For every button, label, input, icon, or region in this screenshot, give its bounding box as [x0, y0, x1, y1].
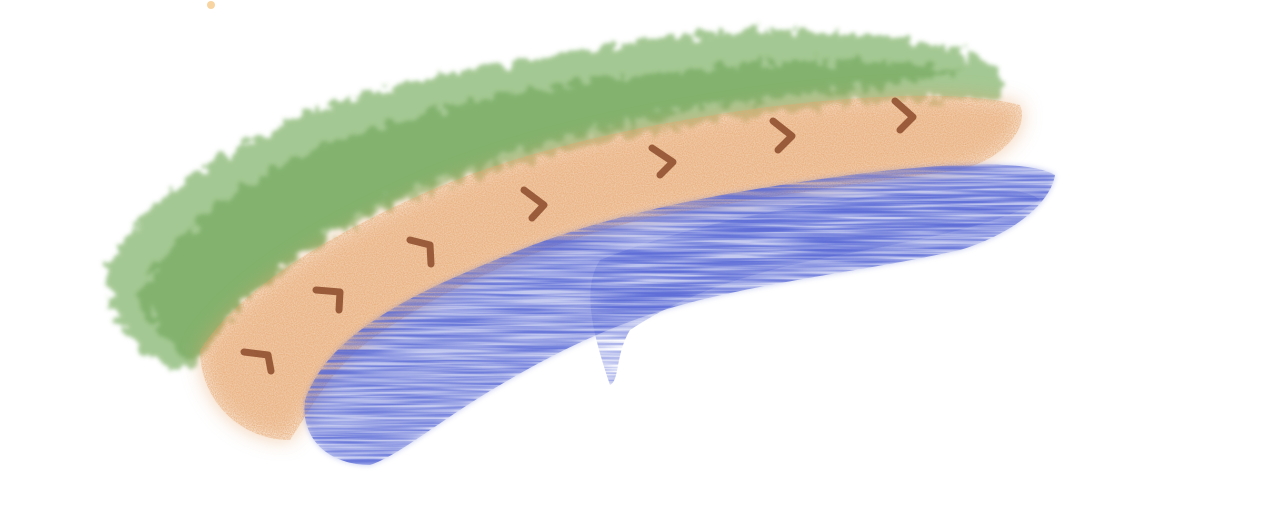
- water-stroke: [304, 164, 1055, 465]
- footprint-mark: [520, 186, 548, 222]
- footprint-mark: [891, 97, 917, 134]
- stray-paint-dot: [207, 1, 215, 9]
- footprint-mark: [648, 144, 677, 179]
- footprint-mark: [312, 286, 344, 314]
- footprint-mark: [240, 348, 275, 375]
- footprint-mark: [406, 236, 435, 268]
- footprint-mark: [769, 117, 796, 154]
- footprints: [240, 97, 917, 375]
- grass-stroke: [105, 29, 1003, 370]
